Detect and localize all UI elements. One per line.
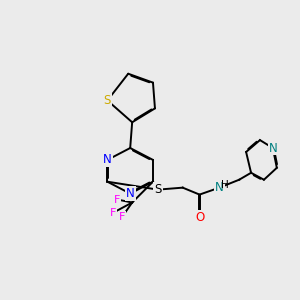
Text: N: N [268, 142, 277, 154]
Text: S: S [154, 183, 162, 196]
Text: N: N [103, 153, 112, 167]
Text: N: N [126, 187, 135, 200]
Text: F: F [118, 212, 125, 222]
Text: H: H [221, 180, 229, 190]
Text: S: S [104, 94, 111, 107]
Text: F: F [114, 194, 121, 205]
Text: F: F [110, 208, 116, 218]
Text: O: O [195, 211, 204, 224]
Text: N: N [215, 181, 224, 194]
